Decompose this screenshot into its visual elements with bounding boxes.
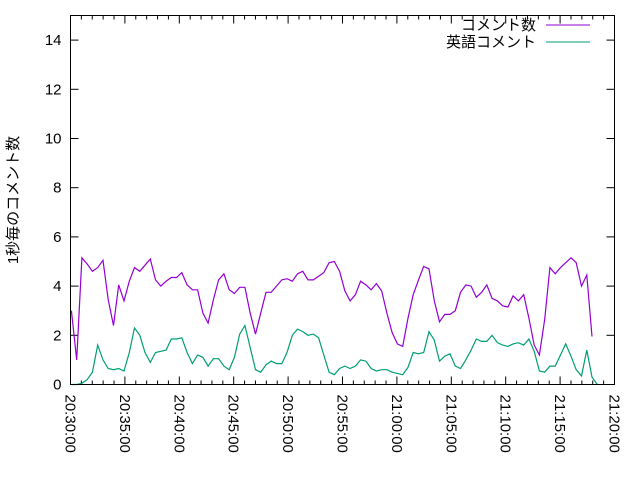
- legend-label-1: 英語コメント: [446, 33, 536, 51]
- x-tick-label: 21:20:00: [606, 395, 623, 453]
- plot-border: [70, 15, 615, 385]
- series-line-1: [71, 323, 598, 386]
- y-axis-label: 1秒毎のコメント数: [5, 136, 22, 264]
- y-tick-label: 4: [53, 278, 61, 295]
- x-tick-label: 20:45:00: [225, 395, 242, 453]
- x-axis-ticks: 20:30:00 20:35:00 20:40:00 20:45:00 20:50:00…: [62, 15, 623, 453]
- x-tick-label: 21:00:00: [388, 395, 405, 453]
- x-tick-label: 20:40:00: [170, 395, 187, 453]
- x-tick-label: 21:10:00: [497, 395, 514, 453]
- series-lines: [70, 256, 598, 386]
- y-tick-label: 12: [45, 81, 62, 98]
- x-tick-label: 20:55:00: [334, 395, 351, 453]
- x-tick-label: 20:35:00: [116, 395, 133, 453]
- x-tick-label: 21:05:00: [442, 395, 459, 453]
- x-tick-label: 20:30:00: [62, 395, 79, 453]
- y-tick-label: 14: [45, 32, 62, 49]
- y-tick-label: 8: [53, 180, 61, 197]
- legend-label-0: コメント数: [461, 17, 536, 34]
- y-tick-label: 6: [53, 229, 61, 246]
- legend: コメント数 英語コメント: [446, 17, 590, 51]
- x-tick-label: 20:50:00: [279, 395, 296, 453]
- series-line-0: [70, 256, 593, 360]
- y-axis-ticks: 0 2 4 6 8 10 12 14: [45, 32, 615, 394]
- x-tick-label: 21:15:00: [551, 395, 568, 453]
- y-tick-label: 0: [53, 377, 61, 394]
- y-tick-label: 10: [45, 131, 62, 148]
- y-tick-label: 2: [53, 327, 61, 344]
